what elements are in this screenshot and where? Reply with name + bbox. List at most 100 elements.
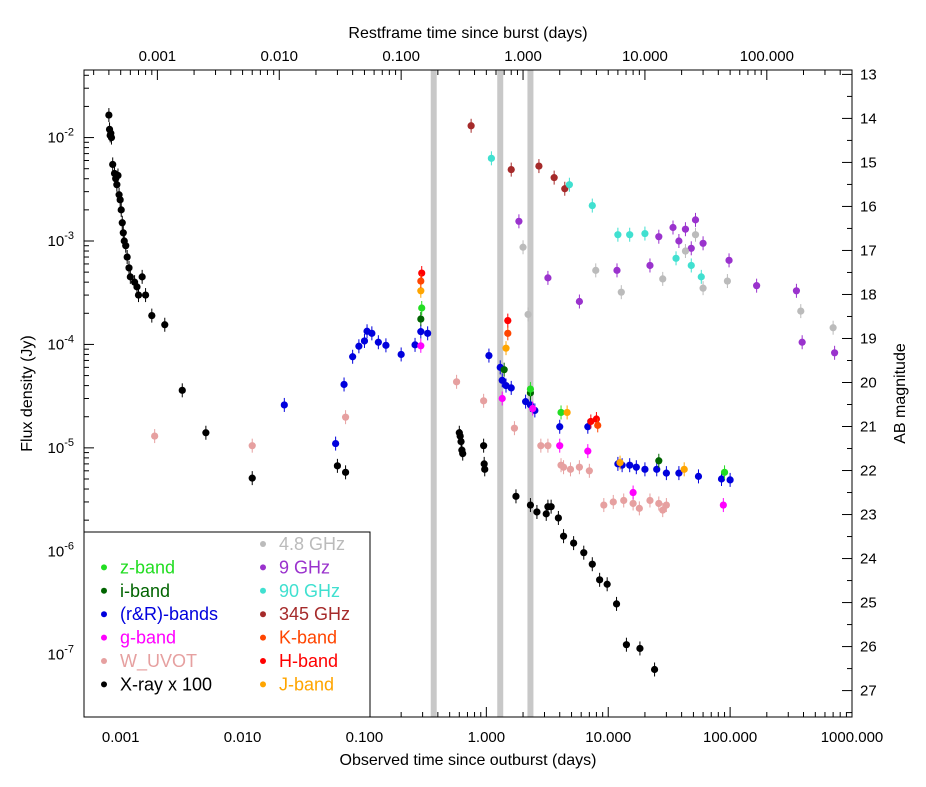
right-tick-label: 18	[860, 286, 877, 303]
data-point	[594, 421, 602, 429]
data-point	[340, 380, 348, 389]
data-point	[161, 321, 169, 329]
data-point	[697, 273, 705, 281]
data-point	[717, 475, 726, 483]
data-point	[691, 216, 700, 224]
data-point	[620, 496, 628, 505]
data-point	[510, 424, 519, 432]
data-point	[641, 229, 649, 238]
right-tick-label: 16	[860, 198, 877, 215]
data-point	[662, 501, 670, 509]
data-point	[612, 600, 621, 608]
data-point	[533, 508, 541, 516]
right-tick-label: 15	[860, 154, 877, 171]
series-z-band	[418, 301, 729, 480]
data-point	[417, 328, 425, 336]
data-point	[550, 174, 558, 182]
legend-marker	[101, 658, 107, 664]
data-point	[141, 291, 150, 299]
data-point	[662, 469, 670, 477]
data-point	[588, 560, 596, 568]
series-g-band	[417, 338, 727, 513]
legend-marker	[260, 611, 266, 618]
data-point	[609, 498, 617, 506]
data-point	[542, 510, 550, 518]
data-point	[178, 386, 186, 394]
legend-marker	[260, 658, 266, 664]
data-point	[122, 242, 130, 250]
data-point	[726, 476, 734, 484]
data-point	[614, 231, 622, 239]
data-point	[459, 450, 467, 458]
legend-item: g-band	[101, 628, 176, 648]
data-point	[280, 401, 288, 409]
right-axis-label: AB magnitude	[892, 343, 909, 444]
y-axis-label: Flux density (Jy)	[19, 335, 36, 451]
data-point	[559, 463, 568, 471]
data-point	[397, 350, 405, 359]
data-point	[556, 442, 564, 450]
data-point	[681, 247, 690, 255]
data-point	[585, 467, 593, 475]
data-point	[650, 665, 659, 674]
data-point	[368, 329, 376, 337]
legend-item: 345 GHz	[260, 604, 350, 624]
legend-marker	[260, 587, 266, 594]
data-point	[626, 461, 634, 469]
top-tick-label: 10.000	[622, 48, 668, 65]
series-w-uvot	[151, 374, 670, 518]
data-point	[725, 256, 733, 264]
x-tick-label: 0.001	[102, 729, 140, 746]
data-point	[570, 539, 578, 547]
legend-label: W_UVOT	[120, 651, 197, 672]
data-point	[622, 641, 631, 649]
data-point	[596, 576, 604, 584]
y-tick-label: 10-4	[48, 333, 74, 353]
right-tick-label: 13	[860, 66, 877, 83]
right-tick-label: 23	[860, 507, 877, 524]
data-point	[526, 385, 535, 393]
data-point	[487, 154, 495, 162]
data-point	[723, 277, 732, 285]
data-point	[632, 463, 640, 471]
legend-label: K-band	[279, 628, 337, 648]
data-point	[646, 496, 654, 505]
y-tick-label: 10-2	[48, 127, 74, 147]
data-point	[502, 344, 510, 352]
data-point	[537, 442, 545, 450]
data-point	[480, 397, 488, 405]
data-point	[559, 532, 568, 540]
series-4-8-ghz	[519, 227, 837, 335]
legend-item: W_UVOT	[101, 651, 197, 672]
x-tick-label: 1.000	[468, 729, 506, 746]
series-345-ghz	[467, 118, 569, 196]
data-point	[557, 408, 565, 417]
right-tick-label: 14	[860, 110, 877, 127]
data-point	[636, 644, 644, 653]
data-point	[333, 462, 342, 470]
data-point	[655, 499, 663, 508]
data-point	[566, 465, 575, 473]
series-9-ghz	[515, 212, 839, 360]
data-point	[341, 413, 350, 421]
data-point	[563, 408, 571, 417]
right-tick-label: 26	[860, 639, 877, 656]
data-point	[575, 463, 583, 471]
data-point	[116, 196, 124, 204]
data-point	[617, 288, 625, 296]
vertical-band	[430, 70, 437, 717]
data-point	[544, 442, 552, 450]
data-point	[629, 499, 637, 508]
data-point	[117, 206, 125, 214]
data-point	[418, 269, 426, 277]
legend-label: H-band	[279, 651, 338, 671]
data-point	[575, 297, 583, 306]
data-point	[547, 503, 555, 511]
data-point	[526, 501, 535, 509]
data-point	[588, 201, 596, 210]
data-point	[694, 472, 703, 480]
data-point	[107, 133, 116, 142]
data-point	[382, 341, 390, 349]
vertical-band	[497, 70, 504, 717]
series-j-band	[417, 283, 688, 477]
